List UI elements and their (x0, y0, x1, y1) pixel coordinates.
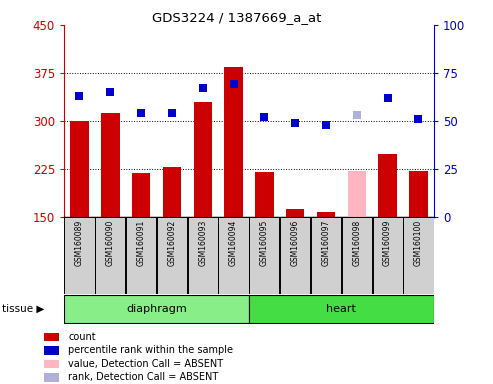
Text: GSM160096: GSM160096 (291, 219, 300, 266)
Bar (157, 217, 187, 294)
Text: rank, Detection Call = ABSENT: rank, Detection Call = ABSENT (68, 372, 218, 382)
Text: GSM160094: GSM160094 (229, 219, 238, 266)
Text: GSM160090: GSM160090 (106, 219, 115, 266)
Text: GSM160095: GSM160095 (260, 219, 269, 266)
Bar (249, 217, 280, 294)
Text: count: count (68, 332, 96, 342)
Bar (65, 217, 95, 294)
Bar (70, 121, 89, 217)
Bar (65, 295, 248, 323)
Bar (373, 217, 403, 294)
Text: GSM160098: GSM160098 (352, 219, 361, 265)
Bar (378, 154, 397, 217)
Text: GSM160091: GSM160091 (137, 219, 145, 265)
Bar (193, 102, 212, 217)
Bar (409, 171, 427, 217)
Bar (348, 171, 366, 217)
Text: GDS3224 / 1387669_a_at: GDS3224 / 1387669_a_at (152, 12, 321, 25)
Text: GSM160097: GSM160097 (321, 219, 330, 266)
Text: heart: heart (326, 303, 356, 313)
Bar (280, 217, 310, 294)
Bar (44, 346, 59, 355)
Text: GSM160089: GSM160089 (75, 219, 84, 265)
Bar (44, 359, 59, 368)
Bar (403, 217, 433, 294)
Bar (126, 217, 156, 294)
Bar (101, 113, 120, 217)
Text: diaphragm: diaphragm (126, 303, 187, 313)
Bar (188, 217, 218, 294)
Bar (255, 172, 274, 217)
Text: percentile rank within the sample: percentile rank within the sample (68, 345, 233, 356)
Text: GSM160093: GSM160093 (198, 219, 207, 266)
Bar (286, 209, 305, 217)
Bar (218, 217, 248, 294)
Bar (163, 167, 181, 217)
Bar (342, 217, 372, 294)
Text: value, Detection Call = ABSENT: value, Detection Call = ABSENT (68, 359, 223, 369)
Text: GSM160092: GSM160092 (168, 219, 176, 265)
Bar (44, 373, 59, 382)
Bar (311, 217, 341, 294)
Text: GSM160100: GSM160100 (414, 219, 423, 265)
Bar (317, 212, 335, 217)
Text: GSM160099: GSM160099 (383, 219, 392, 266)
Bar (132, 174, 150, 217)
Bar (95, 217, 125, 294)
Bar (249, 295, 433, 323)
Text: tissue ▶: tissue ▶ (2, 304, 45, 314)
Bar (44, 333, 59, 341)
Bar (224, 66, 243, 217)
